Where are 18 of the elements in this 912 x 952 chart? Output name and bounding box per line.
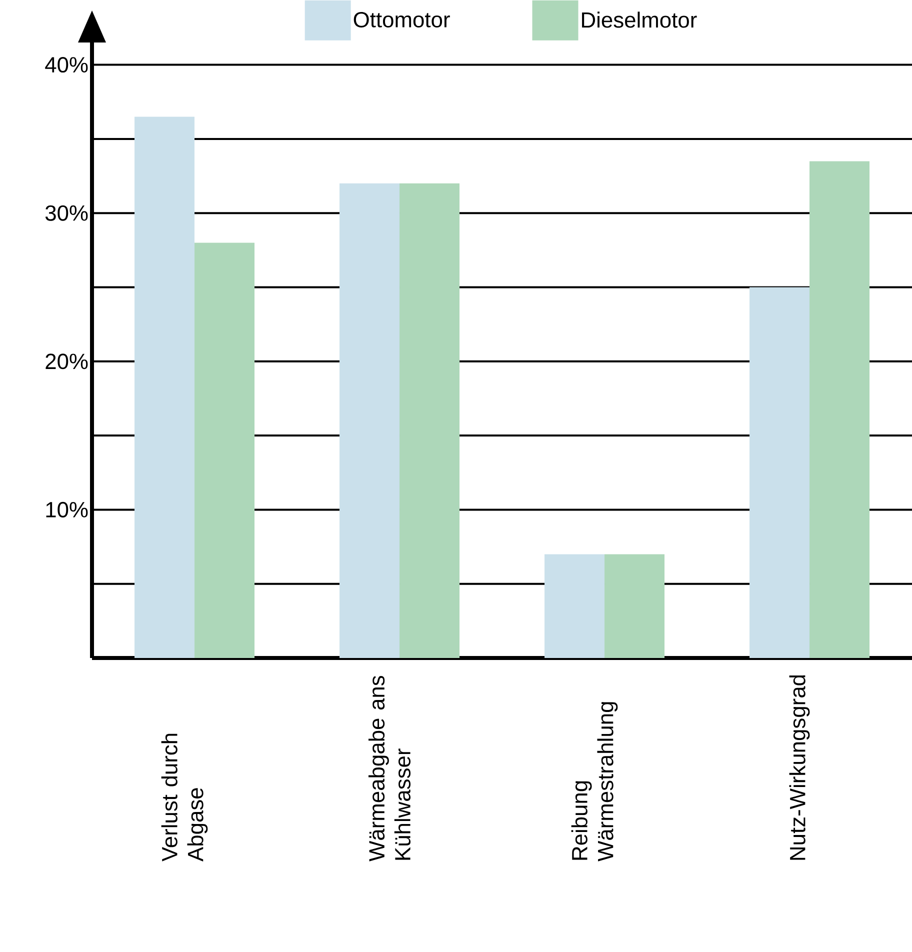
y-tick-label: 30% — [45, 205, 88, 221]
bar — [544, 554, 605, 658]
bar — [400, 183, 460, 658]
y-tick-label: 10% — [46, 502, 88, 518]
bar — [134, 116, 194, 658]
x-tick-label: Nutz-Wirkungsgrad — [789, 675, 810, 860]
bar — [604, 554, 665, 658]
bar — [750, 287, 810, 658]
legend-label: Ottomotor — [354, 12, 450, 28]
y-tick-label: 40% — [45, 57, 88, 73]
x-tick-label: Verlust durch Abgase — [161, 734, 208, 862]
x-tick-label: Wärmeabgabe ans Kühlwasser — [368, 676, 411, 862]
y-tick-label: 20% — [46, 354, 88, 370]
legend-label: Dieselmotor — [582, 12, 697, 28]
bar — [194, 242, 254, 658]
x-tick-label: Reibung Wärmestrahlung — [571, 702, 618, 862]
bar — [810, 161, 870, 658]
bar — [340, 183, 400, 658]
